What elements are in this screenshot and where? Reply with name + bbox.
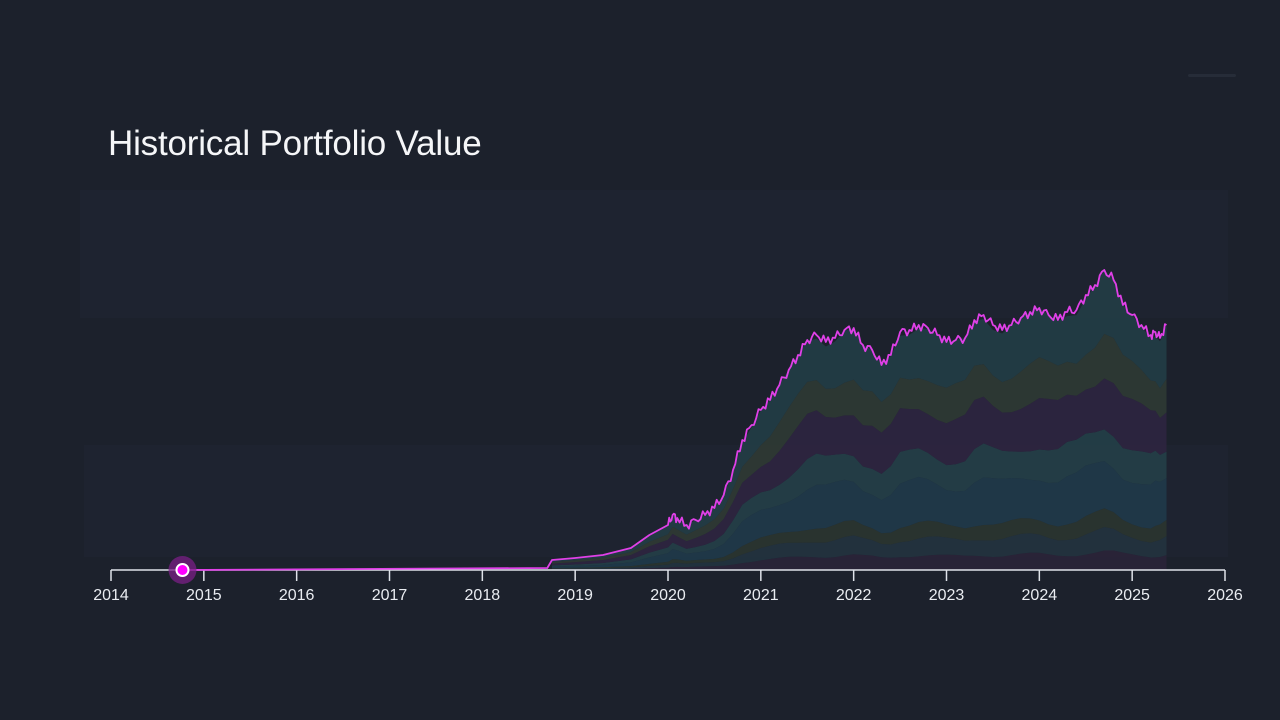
area-band-2 [551, 526, 1167, 570]
area-band-8 [551, 270, 1167, 563]
area-band-6 [551, 378, 1167, 566]
area-band-7 [551, 333, 1167, 564]
x-tick-label: 2021 [743, 587, 779, 604]
x-tick-label: 2026 [1207, 587, 1243, 604]
x-tick-label: 2014 [93, 587, 129, 604]
stacked-area-bands [551, 270, 1167, 570]
x-axis: 2014 2015 2016 2017 2018 2019 2020 2021 2022 2023… [93, 569, 1243, 604]
x-tick-label: 2023 [929, 587, 965, 604]
area-band-5 [551, 429, 1167, 567]
x-tick-label: 2019 [557, 587, 593, 604]
window-handle-bar [1188, 74, 1236, 77]
x-tick-label: 2024 [1022, 587, 1058, 604]
area-band-3 [551, 508, 1167, 569]
chart-title: Historical Portfolio Value [108, 124, 482, 163]
x-tick-label: 2022 [836, 587, 872, 604]
plot-background-upper [80, 190, 1228, 318]
area-band-4 [551, 461, 1167, 568]
x-tick-label: 2025 [1114, 587, 1150, 604]
x-tick-label: 2017 [372, 587, 408, 604]
x-tick-label: 2020 [650, 587, 686, 604]
portfolio-value-line [182, 269, 1167, 571]
timeline-marker[interactable] [168, 556, 197, 584]
x-tick-label: 2016 [279, 587, 315, 604]
marker-dot[interactable] [175, 563, 190, 577]
x-tick-label: 2018 [465, 587, 501, 604]
area-band-1 [551, 550, 1167, 570]
x-tick-label: 2015 [186, 587, 222, 604]
